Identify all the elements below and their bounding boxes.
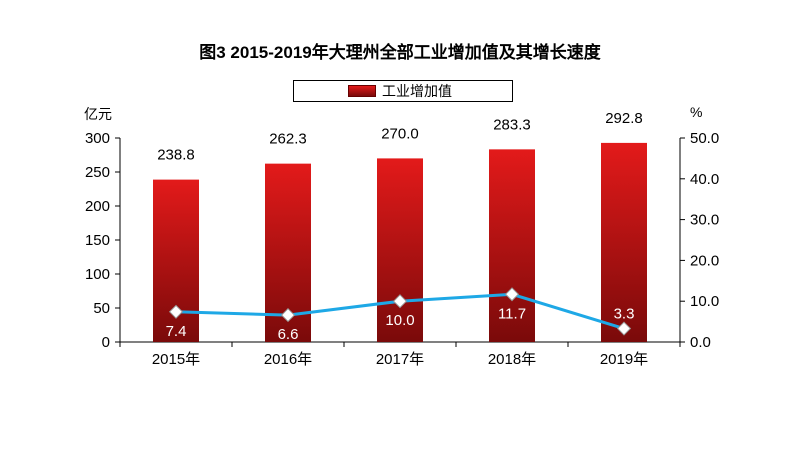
x-tick-label: 2017年: [376, 351, 424, 368]
right-tick-label: 0.0: [690, 334, 711, 351]
left-tick-label: 50: [93, 300, 110, 317]
legend-swatch-bar: [348, 85, 376, 97]
left-tick-label: 100: [85, 266, 110, 283]
growth-point: [392, 294, 408, 309]
bar: [377, 158, 423, 342]
left-tick-label: 300: [85, 130, 110, 147]
legend-label-bar: 工业增加值: [382, 83, 452, 99]
bar-value-label: 262.3: [269, 131, 307, 148]
growth-point: [280, 308, 296, 323]
left-tick-label: 150: [85, 232, 110, 249]
bar-value-label: 270.0: [381, 125, 419, 142]
growth-point: [616, 321, 632, 336]
left-axis-unit: 亿元: [84, 106, 112, 122]
legend: 工业增加值: [293, 80, 513, 102]
right-tick-label: 40.0: [690, 171, 719, 188]
left-tick-label: 0: [102, 334, 110, 351]
growth-value-label: 7.4: [166, 323, 187, 340]
growth-value-label: 10.0: [385, 312, 414, 329]
chart-title: 图3 2015-2019年大理州全部工业增加值及其增长速度: [199, 43, 601, 62]
left-tick-label: 250: [85, 164, 110, 181]
x-tick-label: 2016年: [264, 351, 312, 368]
growth-point: [168, 304, 184, 319]
right-tick-label: 50.0: [690, 130, 719, 147]
right-tick-label: 30.0: [690, 212, 719, 229]
bar-value-label: 238.8: [157, 147, 195, 164]
left-tick-label: 200: [85, 198, 110, 215]
growth-value-label: 3.3: [614, 306, 635, 323]
growth-value-label: 6.6: [278, 326, 299, 343]
x-tick-label: 2018年: [488, 351, 536, 368]
bar-value-label: 292.8: [605, 110, 643, 127]
right-tick-label: 10.0: [690, 293, 719, 310]
x-tick-label: 2015年: [152, 351, 200, 368]
growth-value-label: 11.7: [498, 305, 526, 322]
right-tick-label: 20.0: [690, 252, 719, 269]
bar-value-label: 283.3: [493, 116, 531, 133]
bar: [489, 149, 535, 342]
x-tick-label: 2019年: [600, 351, 648, 368]
right-axis-unit: %: [690, 104, 703, 120]
growth-point: [504, 287, 520, 302]
bar: [601, 142, 647, 342]
